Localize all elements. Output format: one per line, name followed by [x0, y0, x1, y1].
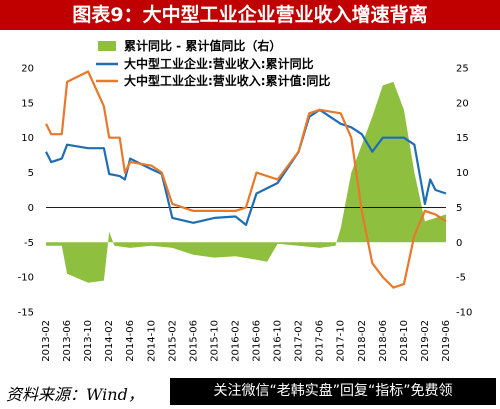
y-left-tick-label: -15: [18, 308, 34, 319]
x-tick-label: 2016-02: [231, 320, 242, 362]
chart-title: 图表9：大中型工业企业营业收入增速背离: [72, 4, 428, 26]
legend-label: 累计同比 - 累计值同比（右）: [124, 38, 281, 53]
x-tick-label: 2013-06: [62, 320, 73, 362]
y-right-tick-label: -10: [456, 308, 472, 319]
x-tick-label: 2015-06: [188, 320, 199, 362]
x-tick-label: 2019-02: [420, 320, 431, 362]
x-tick-label: 2018-06: [378, 320, 389, 362]
x-tick-label: 2014-06: [125, 320, 136, 362]
y-right-tick-label: 25: [456, 64, 469, 75]
y-right-tick-label: 0: [456, 238, 462, 249]
chart-canvas: -15 -10 -5 0 5 10 15 20 -10 -5 0 5 10 15 20 25 2013-02 20…: [18, 38, 473, 362]
x-tick-label: 2017-10: [336, 320, 347, 362]
legend-label: 大中型工业企业:营业收入:累计值:同比: [124, 73, 330, 88]
x-tick-label: 2018-02: [357, 320, 368, 362]
legend-swatch-area: [98, 41, 116, 51]
x-tick-label: 2016-10: [273, 320, 284, 362]
x-tick-label: 2013-10: [83, 320, 94, 362]
y-left-tick-label: 10: [21, 133, 34, 144]
y-right-tick-label: 5: [456, 203, 462, 214]
y-right-tick-label: -5: [456, 273, 466, 284]
x-tick-label: 2017-06: [315, 320, 326, 362]
y-right-tick-label: 10: [456, 168, 469, 179]
source-note: 资料来源：Wind，: [6, 385, 144, 404]
series-line-1: [45, 108, 447, 226]
y-right-tick-label: 15: [456, 133, 469, 144]
x-tick-label: 2015-02: [167, 320, 178, 362]
y-left-tick-label: -5: [24, 238, 34, 249]
title-bar: [0, 0, 500, 30]
promo-banner: 关注微信“老韩实盘”回复“指标”免费领: [170, 378, 496, 405]
x-tick-label: 2016-06: [252, 320, 263, 362]
y-left-tick-label: 0: [28, 203, 34, 214]
y-left-tick-label: 5: [28, 168, 34, 179]
x-tick-label: 2015-10: [209, 320, 220, 362]
x-tick-label: 2014-10: [146, 320, 157, 362]
series-area-diff: [46, 81, 446, 283]
y-left-tick-label: 15: [21, 98, 34, 109]
x-tick-label: 2017-02: [294, 320, 305, 362]
x-tick-label: 2014-02: [104, 320, 115, 362]
y-right-tick-label: 20: [456, 98, 469, 109]
legend-label: 大中型工业企业:营业收入:累计同比: [124, 56, 314, 71]
x-tick-label: 2019-06: [441, 320, 452, 362]
x-tick-label: 2013-02: [41, 320, 52, 362]
y-left-tick-label: 20: [21, 64, 34, 75]
x-tick-label: 2018-10: [399, 320, 410, 362]
y-left-tick-label: -10: [18, 273, 34, 284]
series-line-2: [45, 70, 447, 289]
